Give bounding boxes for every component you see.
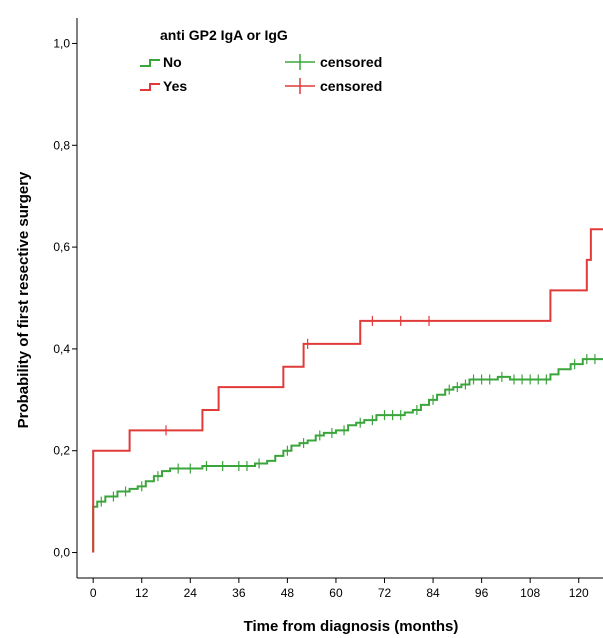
x-tick-label: 12: [135, 586, 149, 600]
x-tick-label: 0: [90, 586, 97, 600]
x-tick-label: 48: [281, 586, 295, 600]
x-tick-label: 24: [184, 586, 198, 600]
y-axis-ticks: 0,0 0,2 0,4 0,6 0,8 1,0: [53, 36, 77, 560]
series-line-yes: [92, 228, 603, 553]
legend: anti GP2 IgA or IgG No censored Yes cens…: [140, 27, 382, 94]
legend-censored-label-no: censored: [320, 54, 382, 70]
x-axis-title: Time from diagnosis (months): [244, 618, 459, 635]
legend-swatch-yes: [140, 83, 160, 91]
series-line-no: [92, 358, 603, 553]
plot-frame: [76, 18, 603, 579]
x-tick-label: 72: [378, 586, 392, 600]
y-tick-label: 0,0: [53, 546, 70, 560]
y-tick-label: 0,6: [53, 240, 70, 254]
legend-swatch-no: [140, 59, 160, 67]
legend-censor-no: [285, 54, 315, 70]
x-tick-label: 120: [569, 586, 589, 600]
legend-censored-label-yes: censored: [320, 78, 382, 94]
legend-label-yes: Yes: [163, 78, 187, 94]
x-tick-label: 36: [232, 586, 246, 600]
x-axis-ticks: 0 12 24 36 48 60 72 84 96 108 120: [90, 578, 589, 600]
legend-censor-yes: [285, 78, 315, 94]
y-tick-label: 1,0: [53, 36, 70, 50]
legend-title: anti GP2 IgA or IgG: [160, 27, 288, 43]
x-tick-label: 108: [520, 586, 540, 600]
series-layer: [92, 228, 603, 553]
x-tick-label: 96: [475, 586, 489, 600]
y-tick-label: 0,4: [53, 342, 70, 356]
legend-label-no: No: [163, 54, 182, 70]
x-tick-label: 60: [329, 586, 343, 600]
y-axis-title: Probability of first resective surgery: [15, 171, 32, 428]
y-tick-label: 0,8: [53, 138, 70, 152]
y-tick-label: 0,2: [53, 444, 70, 458]
x-tick-label: 84: [426, 586, 440, 600]
